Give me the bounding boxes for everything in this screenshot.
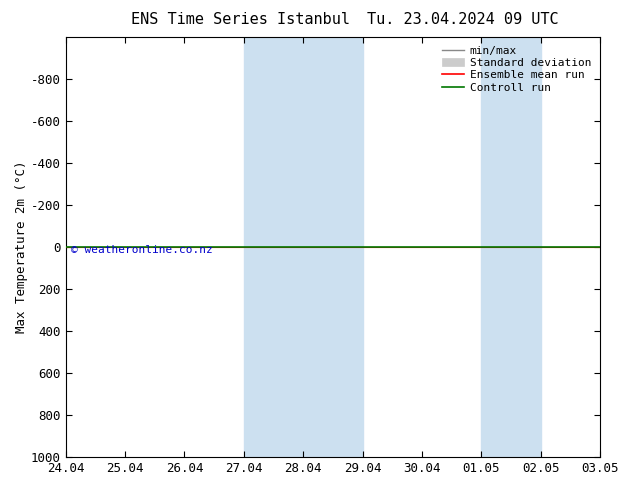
Text: ENS Time Series Istanbul: ENS Time Series Istanbul (131, 12, 351, 27)
Legend: min/max, Standard deviation, Ensemble mean run, Controll run: min/max, Standard deviation, Ensemble me… (439, 43, 595, 96)
Bar (481, 37, 541, 457)
Bar (244, 37, 363, 457)
Text: Tu. 23.04.2024 09 UTC: Tu. 23.04.2024 09 UTC (367, 12, 559, 27)
Y-axis label: Max Temperature 2m (°C): Max Temperature 2m (°C) (15, 161, 28, 333)
Text: © weatheronline.co.nz: © weatheronline.co.nz (71, 245, 213, 255)
